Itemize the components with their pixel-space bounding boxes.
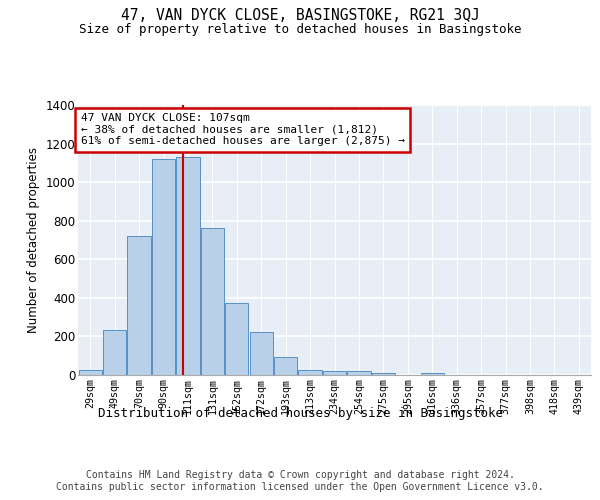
Bar — [274, 356, 297, 375]
Bar — [250, 332, 273, 375]
Bar — [103, 330, 126, 375]
Text: 47 VAN DYCK CLOSE: 107sqm
← 38% of detached houses are smaller (1,812)
61% of se: 47 VAN DYCK CLOSE: 107sqm ← 38% of detac… — [80, 113, 404, 146]
Text: Distribution of detached houses by size in Basingstoke: Distribution of detached houses by size … — [97, 408, 503, 420]
Y-axis label: Number of detached properties: Number of detached properties — [27, 147, 40, 333]
Bar — [79, 370, 102, 375]
Bar — [347, 371, 371, 375]
Bar — [176, 157, 200, 375]
Bar — [421, 373, 444, 375]
Bar — [323, 371, 346, 375]
Bar — [372, 372, 395, 375]
Bar — [298, 370, 322, 375]
Text: Size of property relative to detached houses in Basingstoke: Size of property relative to detached ho… — [79, 22, 521, 36]
Bar — [152, 159, 175, 375]
Bar — [127, 236, 151, 375]
Text: 47, VAN DYCK CLOSE, BASINGSTOKE, RG21 3QJ: 47, VAN DYCK CLOSE, BASINGSTOKE, RG21 3Q… — [121, 8, 479, 22]
Text: Contains HM Land Registry data © Crown copyright and database right 2024.: Contains HM Land Registry data © Crown c… — [86, 470, 514, 480]
Bar — [201, 228, 224, 375]
Bar — [225, 302, 248, 375]
Text: Contains public sector information licensed under the Open Government Licence v3: Contains public sector information licen… — [56, 482, 544, 492]
